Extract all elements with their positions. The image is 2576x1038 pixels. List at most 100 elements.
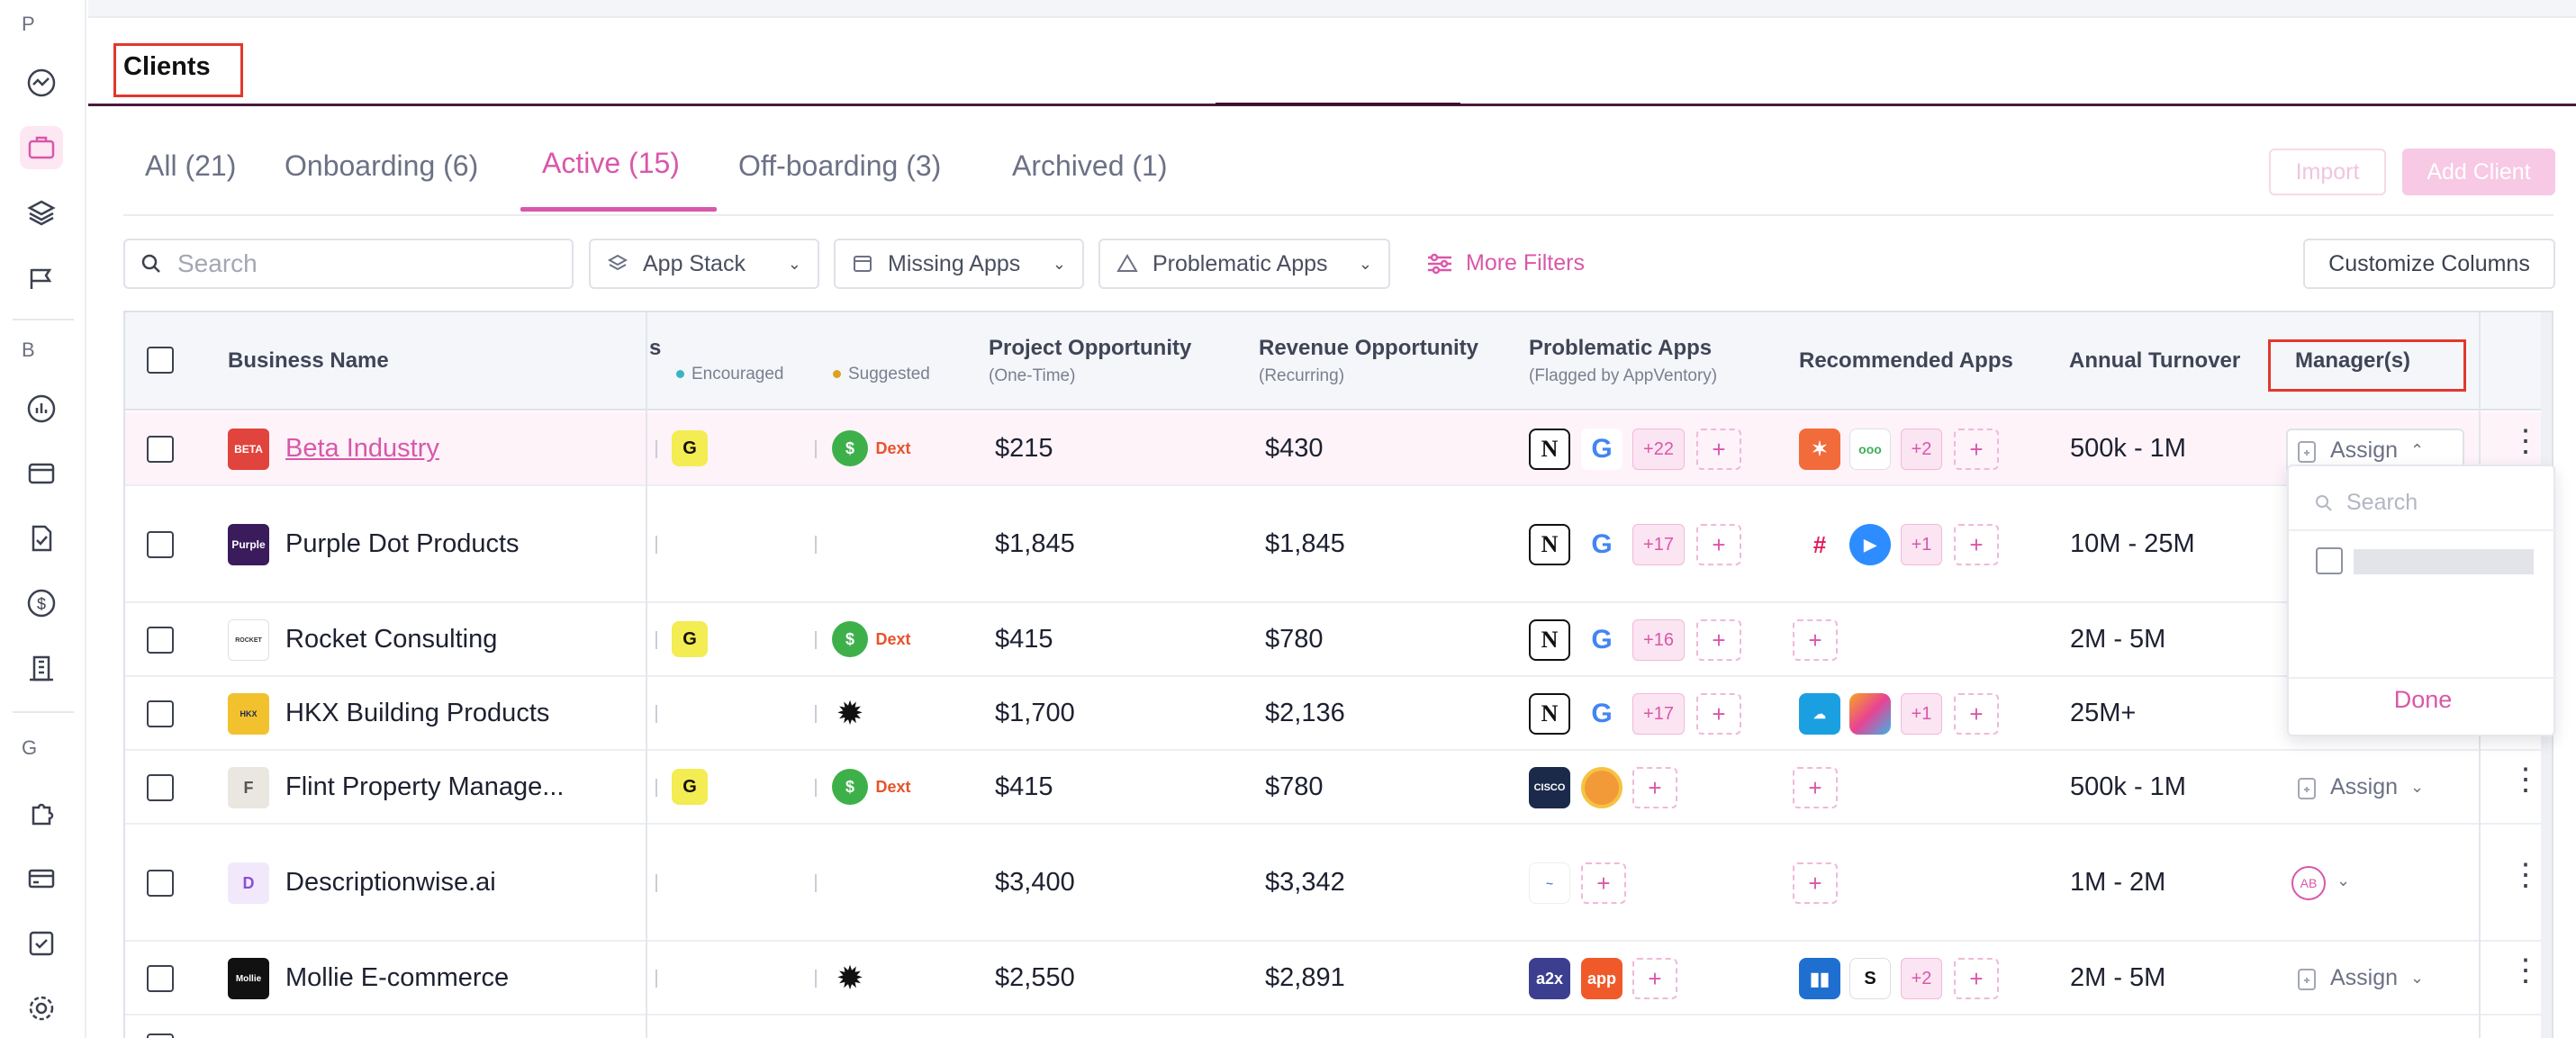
google-icon[interactable]: G bbox=[1581, 619, 1622, 661]
puzzle-icon[interactable] bbox=[20, 792, 63, 835]
assign-button[interactable]: Assign ⌄ bbox=[2296, 965, 2424, 991]
table-row[interactable]: BETA Beta Industry G $ Dext $215 $430 N … bbox=[125, 412, 2552, 486]
chevron-down-icon[interactable]: ⌄ bbox=[2336, 871, 2351, 889]
add-app-button[interactable]: + bbox=[1696, 429, 1741, 470]
trello-icon[interactable]: ▮▮ bbox=[1799, 958, 1840, 999]
dext-icon[interactable]: Dext bbox=[875, 777, 911, 796]
microsoft-icon[interactable] bbox=[672, 960, 708, 996]
notion-icon[interactable]: N bbox=[1529, 429, 1570, 470]
add-app-button[interactable]: + bbox=[1632, 767, 1677, 808]
add-app-button[interactable]: + bbox=[1632, 958, 1677, 999]
add-app-button[interactable]: + bbox=[1581, 862, 1626, 904]
notion-icon[interactable]: N bbox=[1529, 619, 1570, 661]
row-checkbox[interactable] bbox=[147, 436, 174, 463]
app-icon[interactable]: $ bbox=[832, 621, 868, 657]
google-icon[interactable]: G bbox=[1581, 524, 1622, 565]
col-annual-turnover[interactable]: Annual Turnover bbox=[2069, 348, 2241, 373]
row-menu-icon[interactable]: ⋮ bbox=[2510, 763, 2541, 797]
add-app-button[interactable]: + bbox=[1793, 862, 1838, 904]
col-managers[interactable]: Manager(s) bbox=[2295, 348, 2411, 373]
col-recommended-apps[interactable]: Recommended Apps bbox=[1799, 348, 2013, 373]
dext-icon[interactable]: Dext bbox=[875, 629, 911, 648]
app-icon[interactable]: app bbox=[1581, 958, 1622, 999]
col-business-name[interactable]: Business Name bbox=[228, 348, 389, 373]
business-name[interactable]: HKX Building Products bbox=[285, 699, 550, 727]
more-apps-badge[interactable]: +2 bbox=[1901, 429, 1942, 470]
building-icon[interactable] bbox=[20, 646, 63, 690]
done-button[interactable]: Done bbox=[2393, 686, 2453, 713]
app-icon[interactable] bbox=[1849, 693, 1891, 735]
notion-icon[interactable]: N bbox=[1529, 693, 1570, 735]
tab-all[interactable]: All (21) bbox=[145, 149, 237, 182]
app-icon[interactable] bbox=[1581, 767, 1622, 808]
select-all-checkbox[interactable] bbox=[147, 347, 174, 374]
hubspot-icon[interactable]: ✶ bbox=[1799, 429, 1840, 470]
row-checkbox[interactable] bbox=[147, 627, 174, 654]
dollar-icon[interactable]: $ bbox=[20, 582, 63, 625]
app-icon[interactable]: ~ bbox=[1529, 862, 1570, 904]
business-name-link[interactable]: Beta Industry bbox=[285, 434, 439, 463]
row-menu-icon[interactable]: ⋮ bbox=[2510, 953, 2541, 988]
customize-columns-button[interactable]: Customize Columns bbox=[2303, 239, 2555, 289]
problematic-apps-filter[interactable]: Problematic Apps ⌄ bbox=[1098, 239, 1390, 289]
col-project-opportunity[interactable]: Project Opportunity bbox=[989, 336, 1192, 360]
checkbox-icon[interactable] bbox=[20, 922, 63, 965]
salesforce-icon[interactable]: ☁ bbox=[1799, 693, 1840, 735]
app-icon[interactable]: G bbox=[672, 430, 708, 466]
row-checkbox[interactable] bbox=[147, 965, 174, 992]
more-apps-badge[interactable]: +17 bbox=[1632, 693, 1685, 735]
tab-archived[interactable]: Archived (1) bbox=[1012, 149, 1168, 182]
table-row[interactable]: Mollie Mollie E-commerce ✹ $2,550 $2,891… bbox=[125, 942, 2552, 1015]
app-icon[interactable]: S bbox=[1849, 958, 1891, 999]
row-menu-icon[interactable]: ⋮ bbox=[2510, 858, 2541, 892]
manager-avatar[interactable]: AB bbox=[2291, 866, 2326, 900]
app-icon[interactable]: $ bbox=[832, 430, 868, 466]
more-apps-badge[interactable]: +1 bbox=[1901, 693, 1942, 735]
app-icon[interactable]: G bbox=[672, 769, 708, 805]
app-stack-filter[interactable]: App Stack ⌄ bbox=[589, 239, 819, 289]
zoom-icon[interactable]: ▶ bbox=[1849, 524, 1891, 565]
tab-offboarding[interactable]: Off-boarding (3) bbox=[738, 149, 942, 182]
table-row[interactable] bbox=[125, 1015, 2552, 1038]
sun-logo-icon[interactable]: ✹ bbox=[837, 697, 863, 729]
add-app-button[interactable]: + bbox=[1793, 767, 1838, 808]
more-apps-badge[interactable]: +17 bbox=[1632, 524, 1685, 565]
briefcase-icon[interactable] bbox=[20, 126, 63, 169]
row-checkbox[interactable] bbox=[147, 774, 174, 801]
report-icon[interactable] bbox=[20, 387, 63, 430]
business-name[interactable]: Mollie E-commerce bbox=[285, 963, 510, 992]
add-app-button[interactable]: + bbox=[1696, 693, 1741, 735]
slack-icon[interactable]: # bbox=[1799, 524, 1840, 565]
activity-icon[interactable] bbox=[20, 61, 63, 104]
row-menu-icon[interactable]: ⋮ bbox=[2510, 424, 2541, 458]
app-icon[interactable]: $ bbox=[832, 769, 868, 805]
assign-button[interactable]: Assign ⌄ bbox=[2296, 774, 2424, 800]
col-revenue-opportunity[interactable]: Revenue Opportunity bbox=[1259, 336, 1479, 360]
business-name[interactable]: Descriptionwise.ai bbox=[285, 868, 496, 897]
billing-icon[interactable] bbox=[20, 857, 63, 900]
add-app-button[interactable]: + bbox=[1954, 693, 1999, 735]
row-checkbox[interactable] bbox=[147, 870, 174, 897]
add-app-button[interactable]: + bbox=[1793, 619, 1838, 661]
row-checkbox[interactable] bbox=[147, 531, 174, 558]
missing-apps-filter[interactable]: Missing Apps ⌄ bbox=[834, 239, 1084, 289]
card-icon[interactable] bbox=[20, 452, 63, 495]
assign-button[interactable]: Assign ⌃ bbox=[2296, 438, 2424, 464]
add-app-button[interactable]: + bbox=[1954, 429, 1999, 470]
more-filters-button[interactable]: More Filters bbox=[1426, 250, 1585, 276]
business-name[interactable]: Flint Property Manage... bbox=[285, 772, 565, 801]
tab-active[interactable]: Active (15) bbox=[542, 147, 680, 179]
add-app-button[interactable]: + bbox=[1954, 524, 1999, 565]
add-client-button[interactable]: Add Client bbox=[2402, 149, 2555, 195]
tab-onboarding[interactable]: Onboarding (6) bbox=[285, 149, 479, 182]
a2x-icon[interactable]: a2x bbox=[1529, 958, 1570, 999]
more-apps-badge[interactable]: +1 bbox=[1901, 524, 1942, 565]
search-box[interactable] bbox=[123, 239, 574, 289]
table-row[interactable]: HKX HKX Building Products ✹ $1,700 $2,13… bbox=[125, 677, 2552, 751]
document-check-icon[interactable] bbox=[20, 517, 63, 560]
google-icon[interactable]: G bbox=[1581, 693, 1622, 735]
popup-search[interactable]: Search bbox=[2314, 490, 2418, 516]
app-icon[interactable]: G bbox=[672, 621, 708, 657]
app-icon[interactable]: ooo bbox=[1849, 429, 1891, 470]
more-apps-badge[interactable]: +16 bbox=[1632, 619, 1685, 661]
